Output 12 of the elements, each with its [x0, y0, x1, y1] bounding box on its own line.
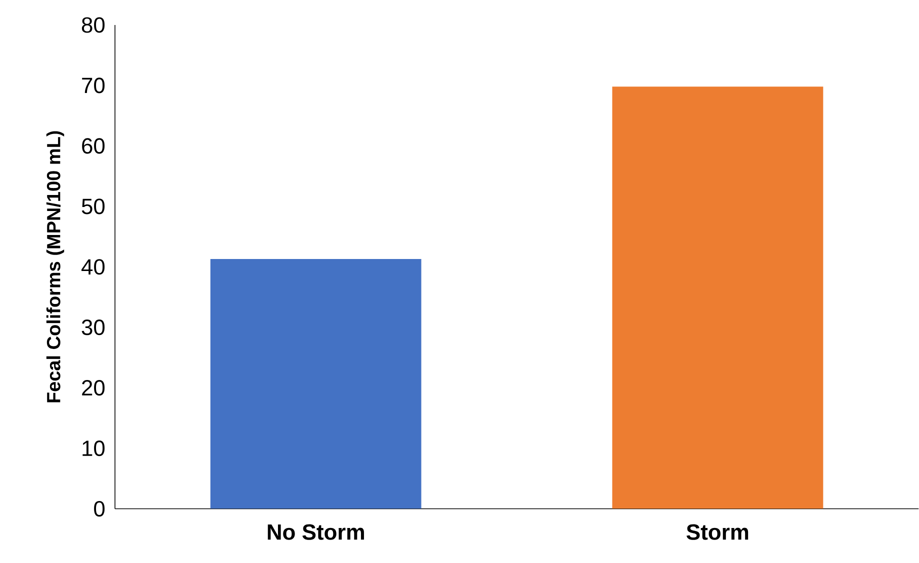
y-tick-label: 40 [81, 259, 105, 275]
y-tick-label: 30 [82, 320, 105, 336]
x-tick-label: No Storm [268, 524, 364, 540]
y-tick-label: 70 [82, 78, 105, 94]
y-tick-label: 0 [94, 501, 105, 517]
y-tick-label: 50 [82, 198, 105, 214]
x-tick-label: Storm [686, 524, 748, 540]
y-tick-label: 60 [82, 138, 105, 154]
y-tick-label: 10 [82, 440, 105, 456]
y-axis-title: Fecal Coliforms (MPN/100 mL) [46, 131, 64, 402]
y-tick-label: 80 [82, 17, 105, 33]
y-tick-label: 20 [82, 380, 105, 396]
